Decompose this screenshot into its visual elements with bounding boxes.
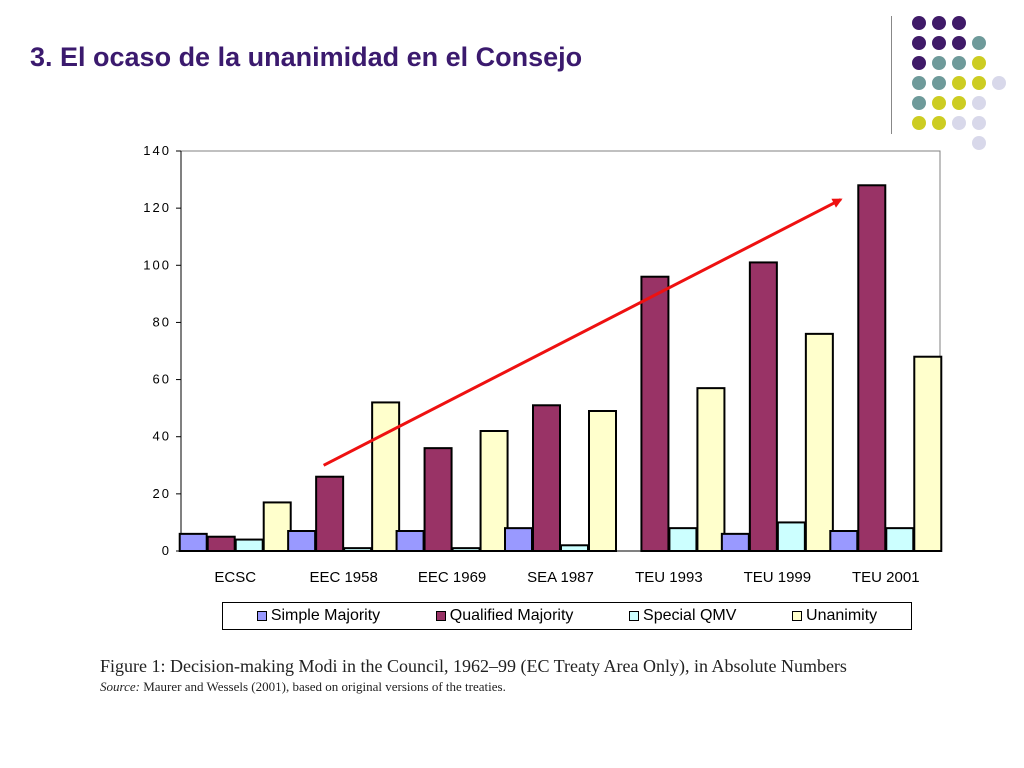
- bar-special-qmv-eec-1969: [451, 547, 481, 553]
- decorative-dot: [972, 136, 986, 150]
- legend-label: Simple Majority: [270, 607, 381, 624]
- figure-caption: Figure 1: Decision-making Modi in the Co…: [100, 656, 980, 696]
- bar-unanimity-eec-1969: [479, 430, 509, 552]
- y-tick-label: 120: [143, 200, 171, 215]
- bar-unanimity-eec-1958: [371, 401, 401, 552]
- bar-qualified-majority-eec-1958: [315, 475, 345, 553]
- decorative-dot: [912, 56, 926, 70]
- decorative-dot: [912, 16, 926, 30]
- bar-special-qmv-teu-2001: [885, 527, 915, 553]
- slide-title: 3. El ocaso de la unanimidad en el Conse…: [30, 42, 583, 72]
- legend-swatch: [256, 611, 267, 621]
- bar-special-qmv-teu-1999: [776, 521, 806, 553]
- bar-unanimity-teu-1993: [696, 387, 726, 552]
- bar-qualified-majority-ecsc: [206, 535, 236, 553]
- bar-simple-majority-teu-1999: [720, 532, 750, 552]
- decorative-dot: [912, 76, 926, 90]
- x-category-label: EEC 1958: [309, 569, 377, 586]
- decorative-dot: [932, 36, 946, 50]
- y-tick-label: 80: [153, 314, 171, 329]
- decorative-dot: [972, 116, 986, 130]
- bar-unanimity-teu-2001: [913, 355, 943, 553]
- x-category-label: TEU 1993: [635, 569, 703, 586]
- x-category-label: EEC 1969: [418, 569, 486, 586]
- y-tick-label: 60: [153, 372, 171, 387]
- divider-line: [891, 16, 892, 134]
- bar-simple-majority-ecsc: [178, 532, 208, 552]
- bar-special-qmv-ecsc: [234, 538, 264, 552]
- bar-special-qmv-teu-1993: [668, 527, 698, 553]
- decorative-dot: [952, 96, 966, 110]
- legend-item: Simple Majority: [256, 607, 381, 625]
- bar-unanimity-sea-1987: [588, 410, 617, 552]
- bar-simple-majority-eec-1969: [395, 530, 425, 552]
- decorative-dot: [912, 96, 926, 110]
- legend-item: Qualified Majority: [435, 607, 574, 625]
- decorative-dot: [952, 36, 966, 50]
- x-category-label: TEU 2001: [852, 569, 920, 586]
- decorative-dot: [952, 56, 966, 70]
- legend-label: Qualified Majority: [449, 607, 574, 624]
- x-category-label: ECSC: [214, 569, 256, 586]
- legend-label: Special QMV: [643, 607, 737, 624]
- bar-qualified-majority-teu-2001: [857, 184, 887, 553]
- decorative-dot: [932, 56, 946, 70]
- bar-simple-majority-teu-2001: [829, 530, 859, 552]
- caption-source-text: Maurer and Wessels (2001), based on orig…: [139, 679, 506, 694]
- bar-special-qmv-eec-1958: [343, 547, 373, 553]
- caption-source-key: Source:: [100, 679, 140, 694]
- legend-swatch: [435, 611, 446, 621]
- y-tick-label: 0: [162, 543, 171, 558]
- decorative-dot: [912, 116, 926, 130]
- legend-item: Unanimity: [792, 607, 877, 625]
- legend-swatch: [629, 611, 640, 621]
- bar-qualified-majority-teu-1993: [640, 275, 670, 552]
- decorative-dot: [972, 76, 986, 90]
- bar-simple-majority-eec-1958: [287, 530, 317, 552]
- caption-source: Source: Maurer and Wessels (2001), based…: [100, 678, 980, 696]
- legend-label: Unanimity: [806, 607, 878, 624]
- caption-main: Figure 1: Decision-making Modi in the Co…: [100, 656, 847, 676]
- y-tick-label: 40: [153, 429, 171, 444]
- decorative-dot: [972, 36, 986, 50]
- bar-special-qmv-sea-1987: [560, 544, 589, 552]
- decorative-dot: [932, 76, 946, 90]
- legend-swatch: [792, 611, 803, 621]
- trend-arrow: [322, 198, 843, 467]
- bar-qualified-majority-sea-1987: [532, 404, 561, 552]
- decorative-dot: [932, 116, 946, 130]
- decorative-dot: [952, 76, 966, 90]
- x-category-label: TEU 1999: [744, 569, 812, 586]
- decorative-dot: [952, 116, 966, 130]
- bar-qualified-majority-teu-1999: [748, 261, 778, 552]
- decorative-dot: [932, 96, 946, 110]
- x-category-label: SEA 1987: [527, 569, 594, 586]
- decorative-dot: [992, 76, 1006, 90]
- bar-unanimity-ecsc: [262, 501, 292, 552]
- y-tick-label: 100: [143, 257, 171, 272]
- decorative-dot: [932, 16, 946, 30]
- legend-item: Special QMV: [629, 607, 736, 625]
- y-tick-label: 140: [143, 143, 171, 158]
- decorative-dot: [952, 16, 966, 30]
- y-tick-label: 20: [153, 486, 171, 501]
- decorative-dot: [912, 36, 926, 50]
- bar-unanimity-teu-1999: [804, 332, 834, 552]
- bar-simple-majority-sea-1987: [504, 527, 533, 553]
- bar-qualified-majority-eec-1969: [423, 447, 453, 552]
- chart-legend: Simple Majority Qualified Majority Special…: [222, 602, 912, 630]
- decorative-dot: [972, 56, 986, 70]
- decorative-dot: [972, 96, 986, 110]
